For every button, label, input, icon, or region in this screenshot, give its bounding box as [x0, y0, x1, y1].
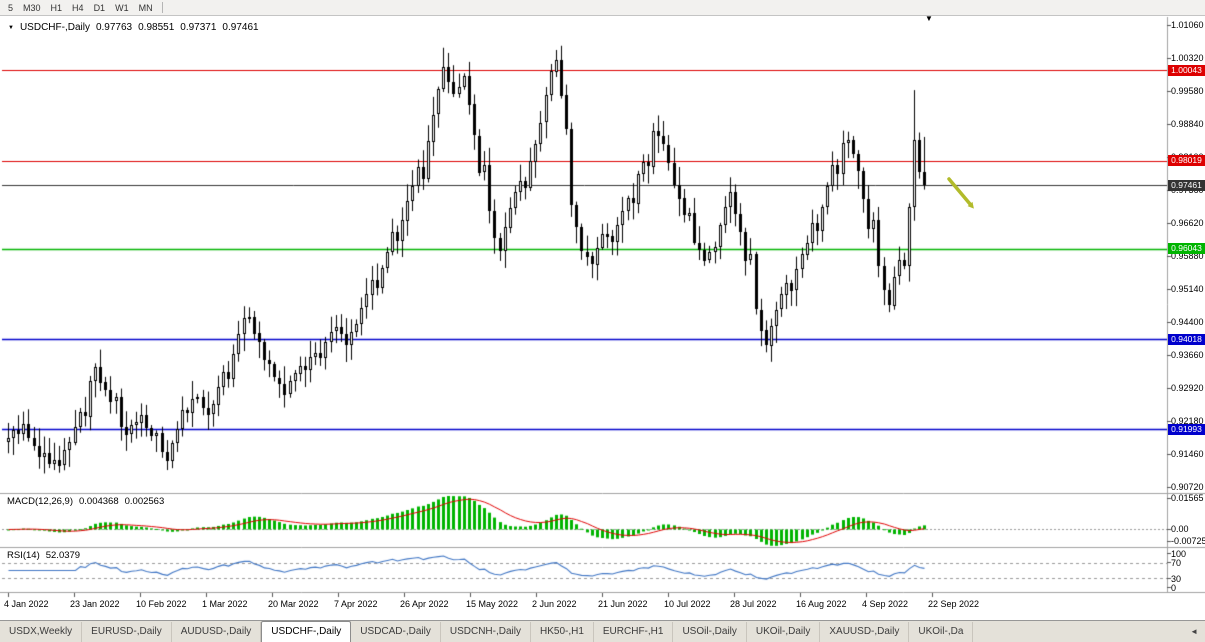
- quote-open: 0.97763: [95, 22, 133, 33]
- date-axis-label: 2 Jun 2022: [532, 599, 577, 609]
- timeframe-button-mn[interactable]: MN: [138, 2, 153, 13]
- chart-tab-usdcnh-daily[interactable]: USDCNH-,Daily: [441, 622, 531, 642]
- macd-axis-label: 0.01565: [1171, 493, 1204, 503]
- chart-tab-usdchf-daily[interactable]: USDCHF-,Daily: [261, 621, 352, 642]
- macd-axis-label: 0.00: [1171, 524, 1189, 534]
- timeframe-button-h4[interactable]: H4: [72, 2, 84, 13]
- rsi-axis-label: 70: [1171, 558, 1182, 568]
- rsi-name: RSI(14): [7, 550, 40, 561]
- chart-tab-hk50-h1[interactable]: HK50-,H1: [531, 622, 594, 642]
- chart-tab-eurchf-h1[interactable]: EURCHF-,H1: [594, 622, 674, 642]
- symbol-timeframe-label: USDCHF-,Daily: [19, 22, 90, 33]
- macd-indicator-label: MACD(12,26,9) 0.004368 0.002563: [7, 496, 164, 507]
- date-axis-label: 10 Jul 2022: [664, 599, 711, 609]
- quote-close: 0.97461: [222, 22, 259, 33]
- symbol-dropdown-triangle-icon[interactable]: ▼: [8, 24, 14, 31]
- price-axis-label: 0.92180: [1171, 416, 1204, 426]
- chart-shift-marker-icon[interactable]: ▼: [925, 14, 933, 23]
- date-axis-label: 16 Aug 2022: [796, 599, 847, 609]
- chart-tab-ukoil-da[interactable]: UKOil-,Da: [909, 622, 974, 642]
- price-axis-label: 0.96620: [1171, 218, 1204, 228]
- price-level-badge: 1.00043: [1168, 65, 1205, 76]
- date-axis-label: 21 Jun 2022: [598, 599, 648, 609]
- rsi-axis-label: 100: [1171, 549, 1187, 559]
- date-axis-label: 1 Mar 2022: [202, 599, 248, 609]
- tabbar-scroll-left-icon[interactable]: ◄: [1190, 627, 1198, 636]
- rsi-axis-label: 30: [1171, 574, 1182, 584]
- macd-axis-label: -0.00725: [1171, 536, 1205, 546]
- chart-tab-xauusd-daily[interactable]: XAUUSD-,Daily: [820, 622, 910, 642]
- rsi-value: 52.0379: [45, 550, 81, 561]
- rsi-indicator-label: RSI(14) 52.0379: [7, 550, 80, 561]
- price-level-badge: 0.97461: [1168, 180, 1205, 191]
- chart-tab-usdx-weekly[interactable]: USDX,Weekly: [0, 622, 83, 642]
- date-axis-label: 22 Sep 2022: [928, 599, 980, 609]
- price-axis-label: 0.98840: [1171, 119, 1204, 129]
- price-axis-label: 0.95880: [1171, 251, 1204, 261]
- price-axis-label: 1.00320: [1171, 53, 1204, 63]
- price-level-badge: 0.96043: [1168, 243, 1205, 254]
- trend-arrow-annotation[interactable]: [946, 176, 986, 216]
- price-level-badge: 0.98019: [1168, 155, 1205, 166]
- quote-low: 0.97371: [180, 22, 217, 33]
- quote-high: 0.98551: [138, 22, 175, 33]
- timeframe-button-d1[interactable]: D1: [93, 2, 106, 13]
- timeframe-button-5[interactable]: 5: [8, 2, 14, 13]
- rsi-axis-label: 0: [1171, 583, 1177, 593]
- macd-name: MACD(12,26,9): [7, 496, 73, 507]
- date-axis-label: 10 Feb 2022: [136, 599, 187, 609]
- date-axis-label: 26 Apr 2022: [400, 599, 449, 609]
- price-level-badge: 0.94018: [1168, 334, 1205, 345]
- chart-tab-audusd-daily[interactable]: AUDUSD-,Daily: [172, 622, 262, 642]
- date-axis-label: 20 Mar 2022: [268, 599, 319, 609]
- date-axis-label: 4 Jan 2022: [4, 599, 49, 609]
- macd-signal-value: 0.002563: [124, 496, 165, 507]
- price-axis-label: 0.99580: [1171, 86, 1204, 96]
- date-axis-label: 15 May 2022: [466, 599, 519, 609]
- timeframe-toolbar: 5 M30 H1 H4 D1 W1 MN: [0, 0, 1205, 16]
- timeframe-button-w1[interactable]: W1: [115, 2, 129, 13]
- price-axis-label: 0.91460: [1171, 449, 1204, 459]
- chart-tab-usdcad-daily[interactable]: USDCAD-,Daily: [351, 622, 441, 642]
- price-axis-label: 1.01060: [1171, 20, 1204, 30]
- date-axis-label: 28 Jul 2022: [730, 599, 777, 609]
- price-axis-label: 0.94400: [1171, 317, 1204, 327]
- price-level-badge: 0.91993: [1168, 424, 1205, 435]
- chart-tab-bar: USDX,Weekly EURUSD-,Daily AUDUSD-,Daily USD…: [0, 620, 1205, 642]
- toolbar-separator: [161, 2, 163, 13]
- quote-line: ▼ USDCHF-,Daily 0.97763 0.98551 0.97371 …: [8, 22, 259, 33]
- timeframe-button-m30[interactable]: M30: [23, 2, 41, 13]
- price-axis-label: 0.90720: [1171, 482, 1204, 492]
- price-axis-label: 0.92920: [1171, 383, 1204, 393]
- date-axis-label: 23 Jan 2022: [70, 599, 120, 609]
- timeframe-button-h1[interactable]: H1: [50, 2, 63, 13]
- macd-main-value: 0.004368: [79, 496, 119, 507]
- date-axis-label: 4 Sep 2022: [862, 599, 909, 609]
- chart-tab-eurusd-daily[interactable]: EURUSD-,Daily: [82, 622, 172, 642]
- chart-tab-usoil-daily[interactable]: USOil-,Daily: [673, 622, 747, 642]
- price-axis-label: 0.95140: [1171, 284, 1204, 294]
- price-axis-label: 0.93660: [1171, 350, 1204, 360]
- chart-tab-ukoil-daily[interactable]: UKOil-,Daily: [747, 622, 821, 642]
- date-axis-label: 7 Apr 2022: [334, 599, 378, 609]
